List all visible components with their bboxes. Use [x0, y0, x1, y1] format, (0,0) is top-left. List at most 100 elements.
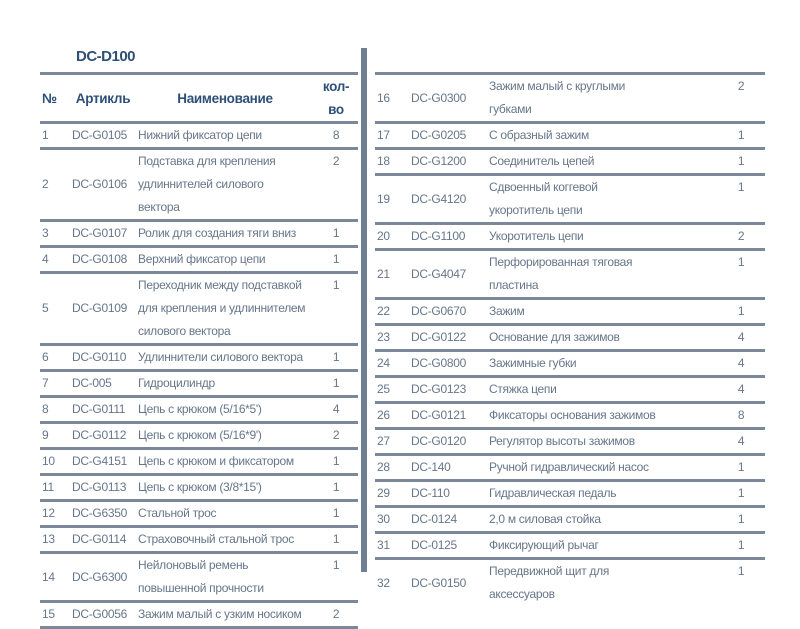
row-quantity: 1 — [717, 174, 765, 225]
row-number: 20 — [375, 223, 409, 251]
header-name: Наименование — [136, 72, 314, 124]
row-number: 24 — [375, 350, 409, 378]
row-quantity: 2 — [314, 422, 358, 450]
row-article: DC-G0111 — [70, 396, 136, 424]
table-row: 7 DC-005 Гидроцилиндр 1 — [40, 370, 358, 398]
row-name: Удлиннители силового вектора — [136, 344, 314, 372]
row-quantity: 2 — [314, 601, 358, 629]
row-article: DC-G0109 — [70, 272, 136, 346]
parts-table-left: № Артикль Наименование кол-во 1 DC-G0105 Н… — [40, 72, 358, 629]
row-quantity: 4 — [717, 428, 765, 456]
table-row: 3 DC-G0107 Ролик для создания тяги вниз 1 — [40, 220, 358, 248]
row-number: 25 — [375, 376, 409, 404]
row-article: DC-G4120 — [409, 174, 487, 225]
row-article: DC-G0150 — [411, 575, 466, 590]
row-name: С образный зажим — [487, 122, 717, 150]
row-name: Регулятор высоты зажимов — [487, 428, 717, 456]
row-article: DC-G0056 — [70, 601, 136, 629]
row-number: 21 — [375, 249, 409, 300]
row-name: Перфорированная тяговая пластина — [487, 249, 717, 300]
table-row: 23 DC-G0122 Основание для зажимов 4 — [375, 324, 765, 352]
row-article: DC-G0205 — [409, 122, 487, 150]
table-header: № Артикль Наименование кол-во — [40, 72, 358, 124]
row-number: 10 — [40, 448, 70, 476]
row-quantity: 1 — [717, 454, 765, 482]
row-quantity: 1 — [717, 532, 765, 560]
row-article: DC-G0113 — [70, 474, 136, 502]
row-quantity: 1 — [717, 148, 765, 176]
row-article: DC-G4151 — [70, 448, 136, 476]
row-quantity: 1 — [717, 480, 765, 508]
table-row: 30 DC-0124 2,0 м силовая стойка 1 — [375, 506, 765, 534]
row-article: DC-G0105 — [70, 122, 136, 150]
row-quantity: 1 — [314, 370, 358, 398]
row-number: 31 — [375, 532, 409, 560]
row-name: Зажим малый с узким носиком — [136, 601, 314, 629]
row-article: DC-G1200 — [409, 148, 487, 176]
table-row: 16 DC-G0300 Зажим малый с круглыми губками… — [375, 72, 765, 124]
row-name: Верхний фиксатор цепи — [136, 246, 314, 274]
row-quantity: 1 — [717, 122, 765, 150]
row-quantity: 1 — [314, 552, 358, 603]
row-quantity: 1 — [717, 298, 765, 326]
row-article: DC-G0300 — [409, 72, 487, 124]
row-number: 16 — [375, 72, 409, 124]
row-article: DC-G0121 — [409, 402, 487, 430]
row-name: Подставка для крепления удлиннителей сил… — [136, 148, 314, 222]
row-article: DC-G0800 — [409, 350, 487, 378]
row-quantity: 8 — [314, 122, 358, 150]
row-article: DC-0125 — [409, 532, 487, 560]
table-row: 18 DC-G1200 Соединитель цепей 1 — [375, 148, 765, 176]
row-number: 27 — [375, 428, 409, 456]
row-article: DC-G0110 — [70, 344, 136, 372]
row-name: Цепь с крюком (5/16*9') — [136, 422, 314, 450]
parts-table-right: 16 DC-G0300 Зажим малый с круглыми губками… — [375, 72, 765, 606]
row-name: Зажим малый с круглыми губками — [487, 72, 717, 124]
row-quantity: 8 — [717, 402, 765, 430]
table-row: 19 DC-G4120 Сдвоенный коггевой укоротитель… — [375, 174, 765, 225]
row-quantity: 1 — [717, 506, 765, 534]
row-quantity: 1 — [314, 500, 358, 528]
row-quantity: 4 — [717, 350, 765, 378]
row-number: 18 — [375, 148, 409, 176]
table-row: 24 DC-G0800 Зажимные губки 4 — [375, 350, 765, 378]
table-row: 21 DC-G4047 Перфорированная тяговая пласти… — [375, 249, 765, 300]
table-row: 32 DC-G0150 Передвижной щит для аксессуаро… — [375, 559, 765, 607]
table-row: 20 DC-G1100 Укоротитель цепи 2 — [375, 223, 765, 251]
table-row: 13 DC-G0114 Страховочный стальной трос 1 — [40, 526, 358, 554]
row-name: 2,0 м силовая стойка — [487, 506, 717, 534]
row-name: Гидравлическая педаль — [487, 480, 717, 508]
row-quantity: 1 — [737, 564, 745, 578]
row-number: 28 — [375, 454, 409, 482]
row-number: 26 — [375, 402, 409, 430]
row-name: Зажим — [487, 298, 717, 326]
row-number: 22 — [375, 298, 409, 326]
row-number: 8 — [40, 396, 70, 424]
row-article: DC-G4047 — [409, 249, 487, 300]
table-row: 22 DC-G0670 Зажим 1 — [375, 298, 765, 326]
row-name: Ручной гидравлический насос — [487, 454, 717, 482]
row-article: DC-005 — [70, 370, 136, 398]
row-number: 5 — [40, 272, 70, 346]
row-number: 9 — [40, 422, 70, 450]
document-title: DC-D100 — [76, 48, 136, 65]
table-row: 12 DC-G6350 Стальной трос 1 — [40, 500, 358, 528]
row-name: Укоротитель цепи — [487, 223, 717, 251]
row-name: Основание для зажимов — [487, 324, 717, 352]
table-row: 17 DC-G0205 С образный зажим 1 — [375, 122, 765, 150]
row-article: DC-G0670 — [409, 298, 487, 326]
row-quantity: 4 — [314, 396, 358, 424]
column-divider — [361, 48, 367, 572]
row-quantity: 4 — [717, 324, 765, 352]
row-number: 6 — [40, 344, 70, 372]
row-name: Переходник между подставкой для креплени… — [136, 272, 314, 346]
row-article: DC-G0114 — [70, 526, 136, 554]
row-name: Нижний фиксатор цепи — [136, 122, 314, 150]
table-row: 5 DC-G0109 Переходник между подставкой для… — [40, 272, 358, 346]
row-article: DC-G0123 — [409, 376, 487, 404]
table-row: 6 DC-G0110 Удлиннители силового вектора 1 — [40, 344, 358, 372]
row-name: Стальной трос — [136, 500, 314, 528]
row-name: Стяжка цепи — [487, 376, 717, 404]
table-row: 27 DC-G0120 Регулятор высоты зажимов 4 — [375, 428, 765, 456]
row-quantity: 1 — [717, 249, 765, 300]
